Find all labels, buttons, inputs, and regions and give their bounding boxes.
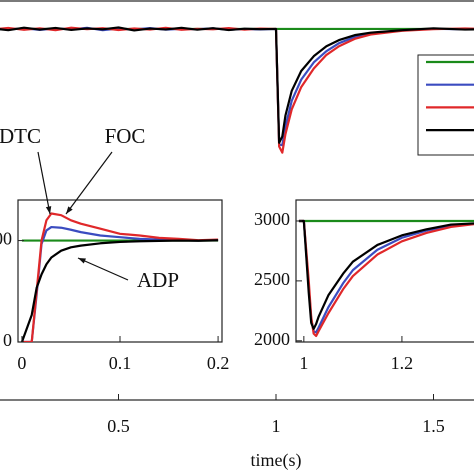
x-tick-label: 0.2 bbox=[207, 353, 230, 373]
series-line bbox=[0, 26, 474, 144]
x-tick-label: 0.5 bbox=[107, 416, 130, 436]
plot-area bbox=[0, 26, 474, 154]
y-tick-label: 3000 bbox=[254, 209, 290, 229]
x-tick-label: 0 bbox=[17, 353, 26, 373]
plot-area bbox=[20, 212, 219, 342]
annotation: ADP bbox=[137, 268, 179, 292]
annotation-arrow bbox=[77, 257, 129, 281]
series-line bbox=[20, 239, 219, 342]
annotation-arrow bbox=[65, 151, 113, 215]
arrow-head bbox=[66, 206, 73, 214]
x-tick-label: 1 bbox=[299, 353, 308, 373]
arrow-head bbox=[45, 206, 52, 214]
legend bbox=[417, 54, 474, 156]
x-tick-label: 1.2 bbox=[391, 353, 414, 373]
x-tick-label: 1.5 bbox=[422, 416, 445, 436]
plot-frame bbox=[17, 199, 223, 343]
annotation: DTC bbox=[0, 124, 41, 148]
series-line bbox=[21, 212, 219, 342]
series-line bbox=[298, 219, 474, 330]
x-tick-label: 1 bbox=[272, 416, 281, 436]
y-tick-label: 0 bbox=[3, 330, 12, 350]
y-tick-label: 3000 bbox=[0, 229, 12, 249]
x-tick-label: 0.1 bbox=[109, 353, 132, 373]
y-tick-label: 2000 bbox=[254, 329, 290, 349]
y-tick-label: 2500 bbox=[254, 269, 290, 289]
arrow-head bbox=[78, 258, 86, 264]
plot-area bbox=[298, 219, 474, 338]
annotation: FOC bbox=[105, 124, 146, 148]
x-axis-label: time(s) bbox=[251, 450, 302, 471]
annotation-arrow bbox=[37, 151, 51, 215]
